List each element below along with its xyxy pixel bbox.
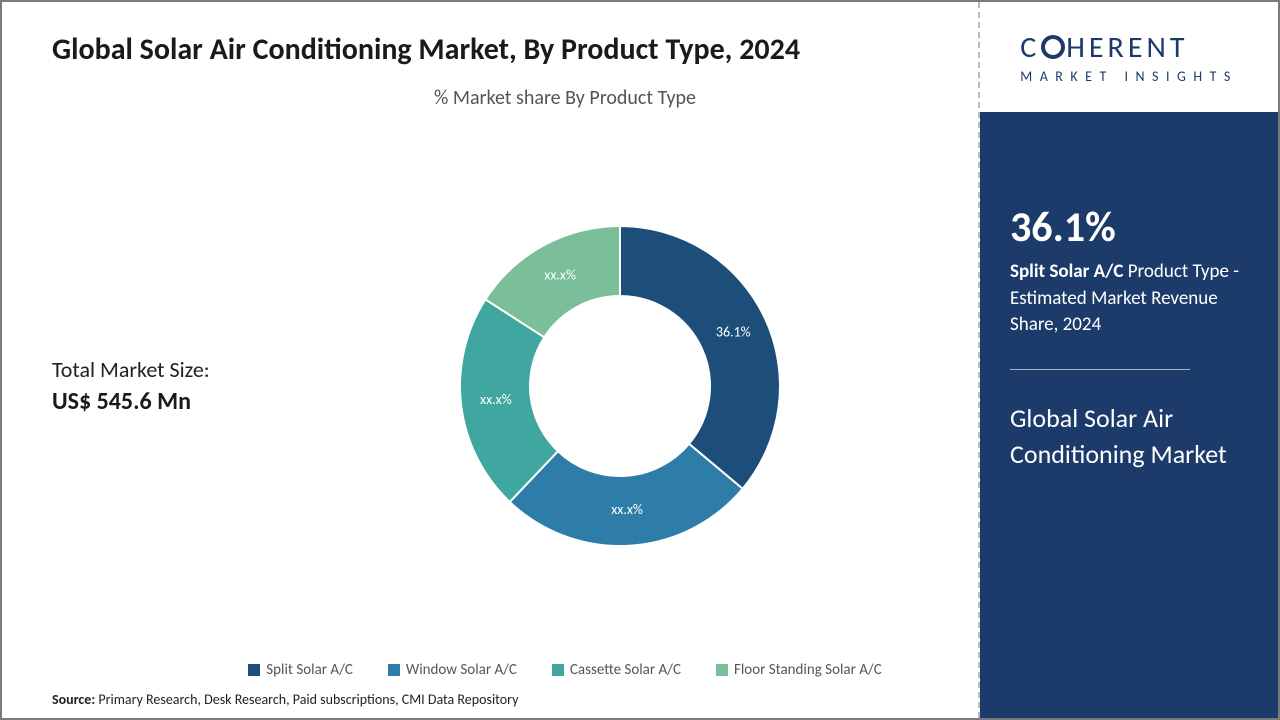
chart-title: Global Solar Air Conditioning Market, By…	[52, 32, 872, 68]
legend: Split Solar A/C Window Solar A/C Cassette …	[52, 651, 958, 691]
legend-label: Window Solar A/C	[406, 661, 517, 679]
source-line: Source: Primary Research, Desk Research,…	[52, 691, 958, 708]
legend-label: Floor Standing Solar A/C	[734, 661, 882, 679]
legend-swatch	[716, 664, 728, 676]
logo-post: HERENT	[1066, 29, 1188, 66]
source-prefix: Source:	[52, 691, 98, 708]
logo-pre: C	[1020, 29, 1040, 66]
legend-swatch	[388, 664, 400, 676]
chart-row: Total Market Size: US$ 545.6 Mn 36.1% xx.…	[52, 120, 958, 651]
donut-chart: 36.1% xx.x% xx.x% xx.x%	[440, 206, 800, 566]
side-column: C HERENT MARKET INSIGHTS 36.1% Split Sola…	[978, 2, 1278, 718]
market-size-label: Total Market Size:	[52, 356, 282, 383]
logo-main: C HERENT	[1020, 29, 1238, 66]
brand-logo: C HERENT MARKET INSIGHTS	[1020, 29, 1238, 85]
source-text: Primary Research, Desk Research, Paid su…	[98, 691, 518, 708]
callout-desc-bold: Split Solar A/C	[1010, 260, 1123, 283]
legend-item: Split Solar A/C	[248, 661, 353, 679]
legend-label: Split Solar A/C	[266, 661, 353, 679]
legend-swatch	[552, 664, 564, 676]
logo-ring-icon	[1041, 35, 1065, 59]
callout-market-name: Global Solar Air Conditioning Market	[1010, 400, 1248, 473]
legend-item: Cassette Solar A/C	[552, 661, 681, 679]
legend-swatch	[248, 664, 260, 676]
callout-percent: 36.1%	[1010, 202, 1248, 253]
logo-subtitle: MARKET INSIGHTS	[1020, 68, 1238, 85]
slice-label: xx.x%	[544, 266, 576, 283]
market-size-block: Total Market Size: US$ 545.6 Mn	[52, 356, 282, 416]
logo-area: C HERENT MARKET INSIGHTS	[980, 2, 1278, 112]
infographic-frame: Global Solar Air Conditioning Market, By…	[0, 0, 1280, 720]
main-area: Global Solar Air Conditioning Market, By…	[2, 2, 978, 718]
slice-label: xx.x%	[611, 501, 643, 518]
callout-panel: 36.1% Split Solar A/C Product Type - Est…	[980, 112, 1278, 718]
legend-label: Cassette Solar A/C	[570, 661, 681, 679]
callout-description: Split Solar A/C Product Type - Estimated…	[1010, 259, 1248, 339]
slice-label: xx.x%	[480, 391, 512, 408]
market-size-value: US$ 545.6 Mn	[52, 387, 282, 416]
donut-slice	[620, 226, 780, 489]
donut-container: 36.1% xx.x% xx.x% xx.x%	[282, 206, 958, 566]
legend-item: Floor Standing Solar A/C	[716, 661, 882, 679]
slice-label: 36.1%	[716, 323, 751, 340]
chart-subtitle: % Market share By Product Type	[52, 86, 958, 110]
callout-divider	[1010, 369, 1190, 370]
legend-item: Window Solar A/C	[388, 661, 517, 679]
